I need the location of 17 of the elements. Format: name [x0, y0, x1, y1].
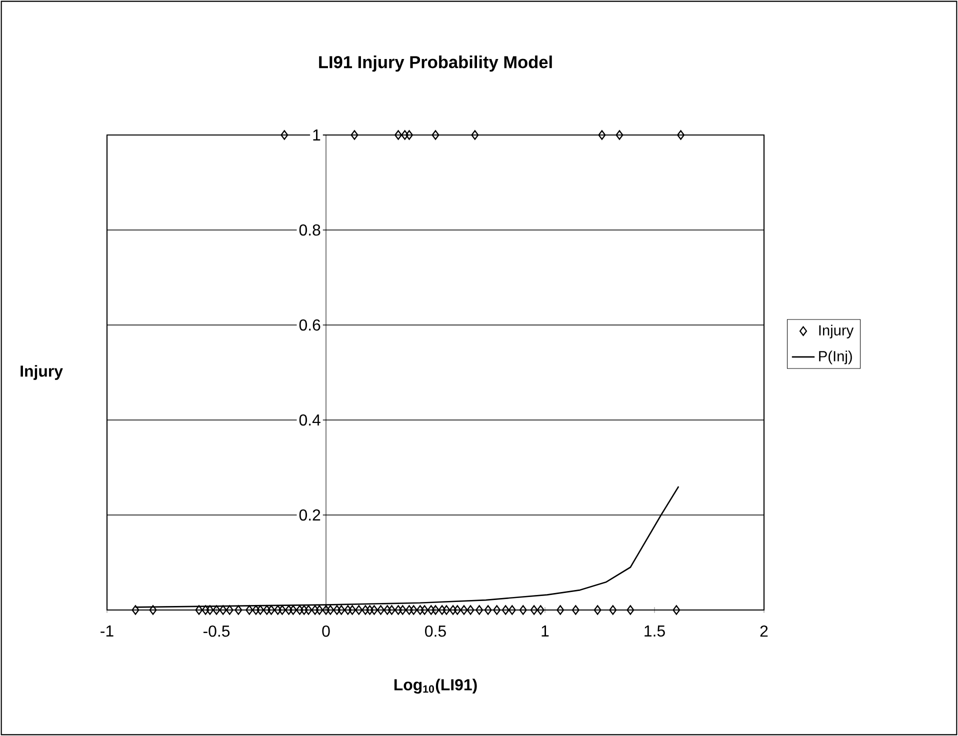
chart-title: LI91 Injury Probability Model	[319, 56, 552, 72]
y-tick-label: 0.4	[299, 414, 320, 426]
x-tick-label: 1	[542, 626, 549, 636]
y-axis-title: Injury	[20, 365, 63, 380]
x-tick-label: 0	[322, 626, 330, 637]
x-tick-label: -1	[100, 626, 114, 636]
y-tick-label: 0.2	[299, 509, 320, 521]
x-tick-label: 2	[760, 626, 768, 637]
x-tick-label: 1.5	[644, 626, 665, 637]
y-tick-label: 0.8	[299, 224, 320, 236]
legend-label: P(Inj)	[819, 350, 852, 364]
x-tick-label: 0.5	[425, 626, 446, 637]
y-tick-label: 0.6	[299, 319, 320, 331]
text: Log$_{10}$(LI91)	[394, 678, 477, 694]
legend-label: Injury	[819, 324, 854, 338]
y-tick-label: 1	[313, 130, 320, 140]
x-tick-label: -0.5	[203, 626, 230, 637]
